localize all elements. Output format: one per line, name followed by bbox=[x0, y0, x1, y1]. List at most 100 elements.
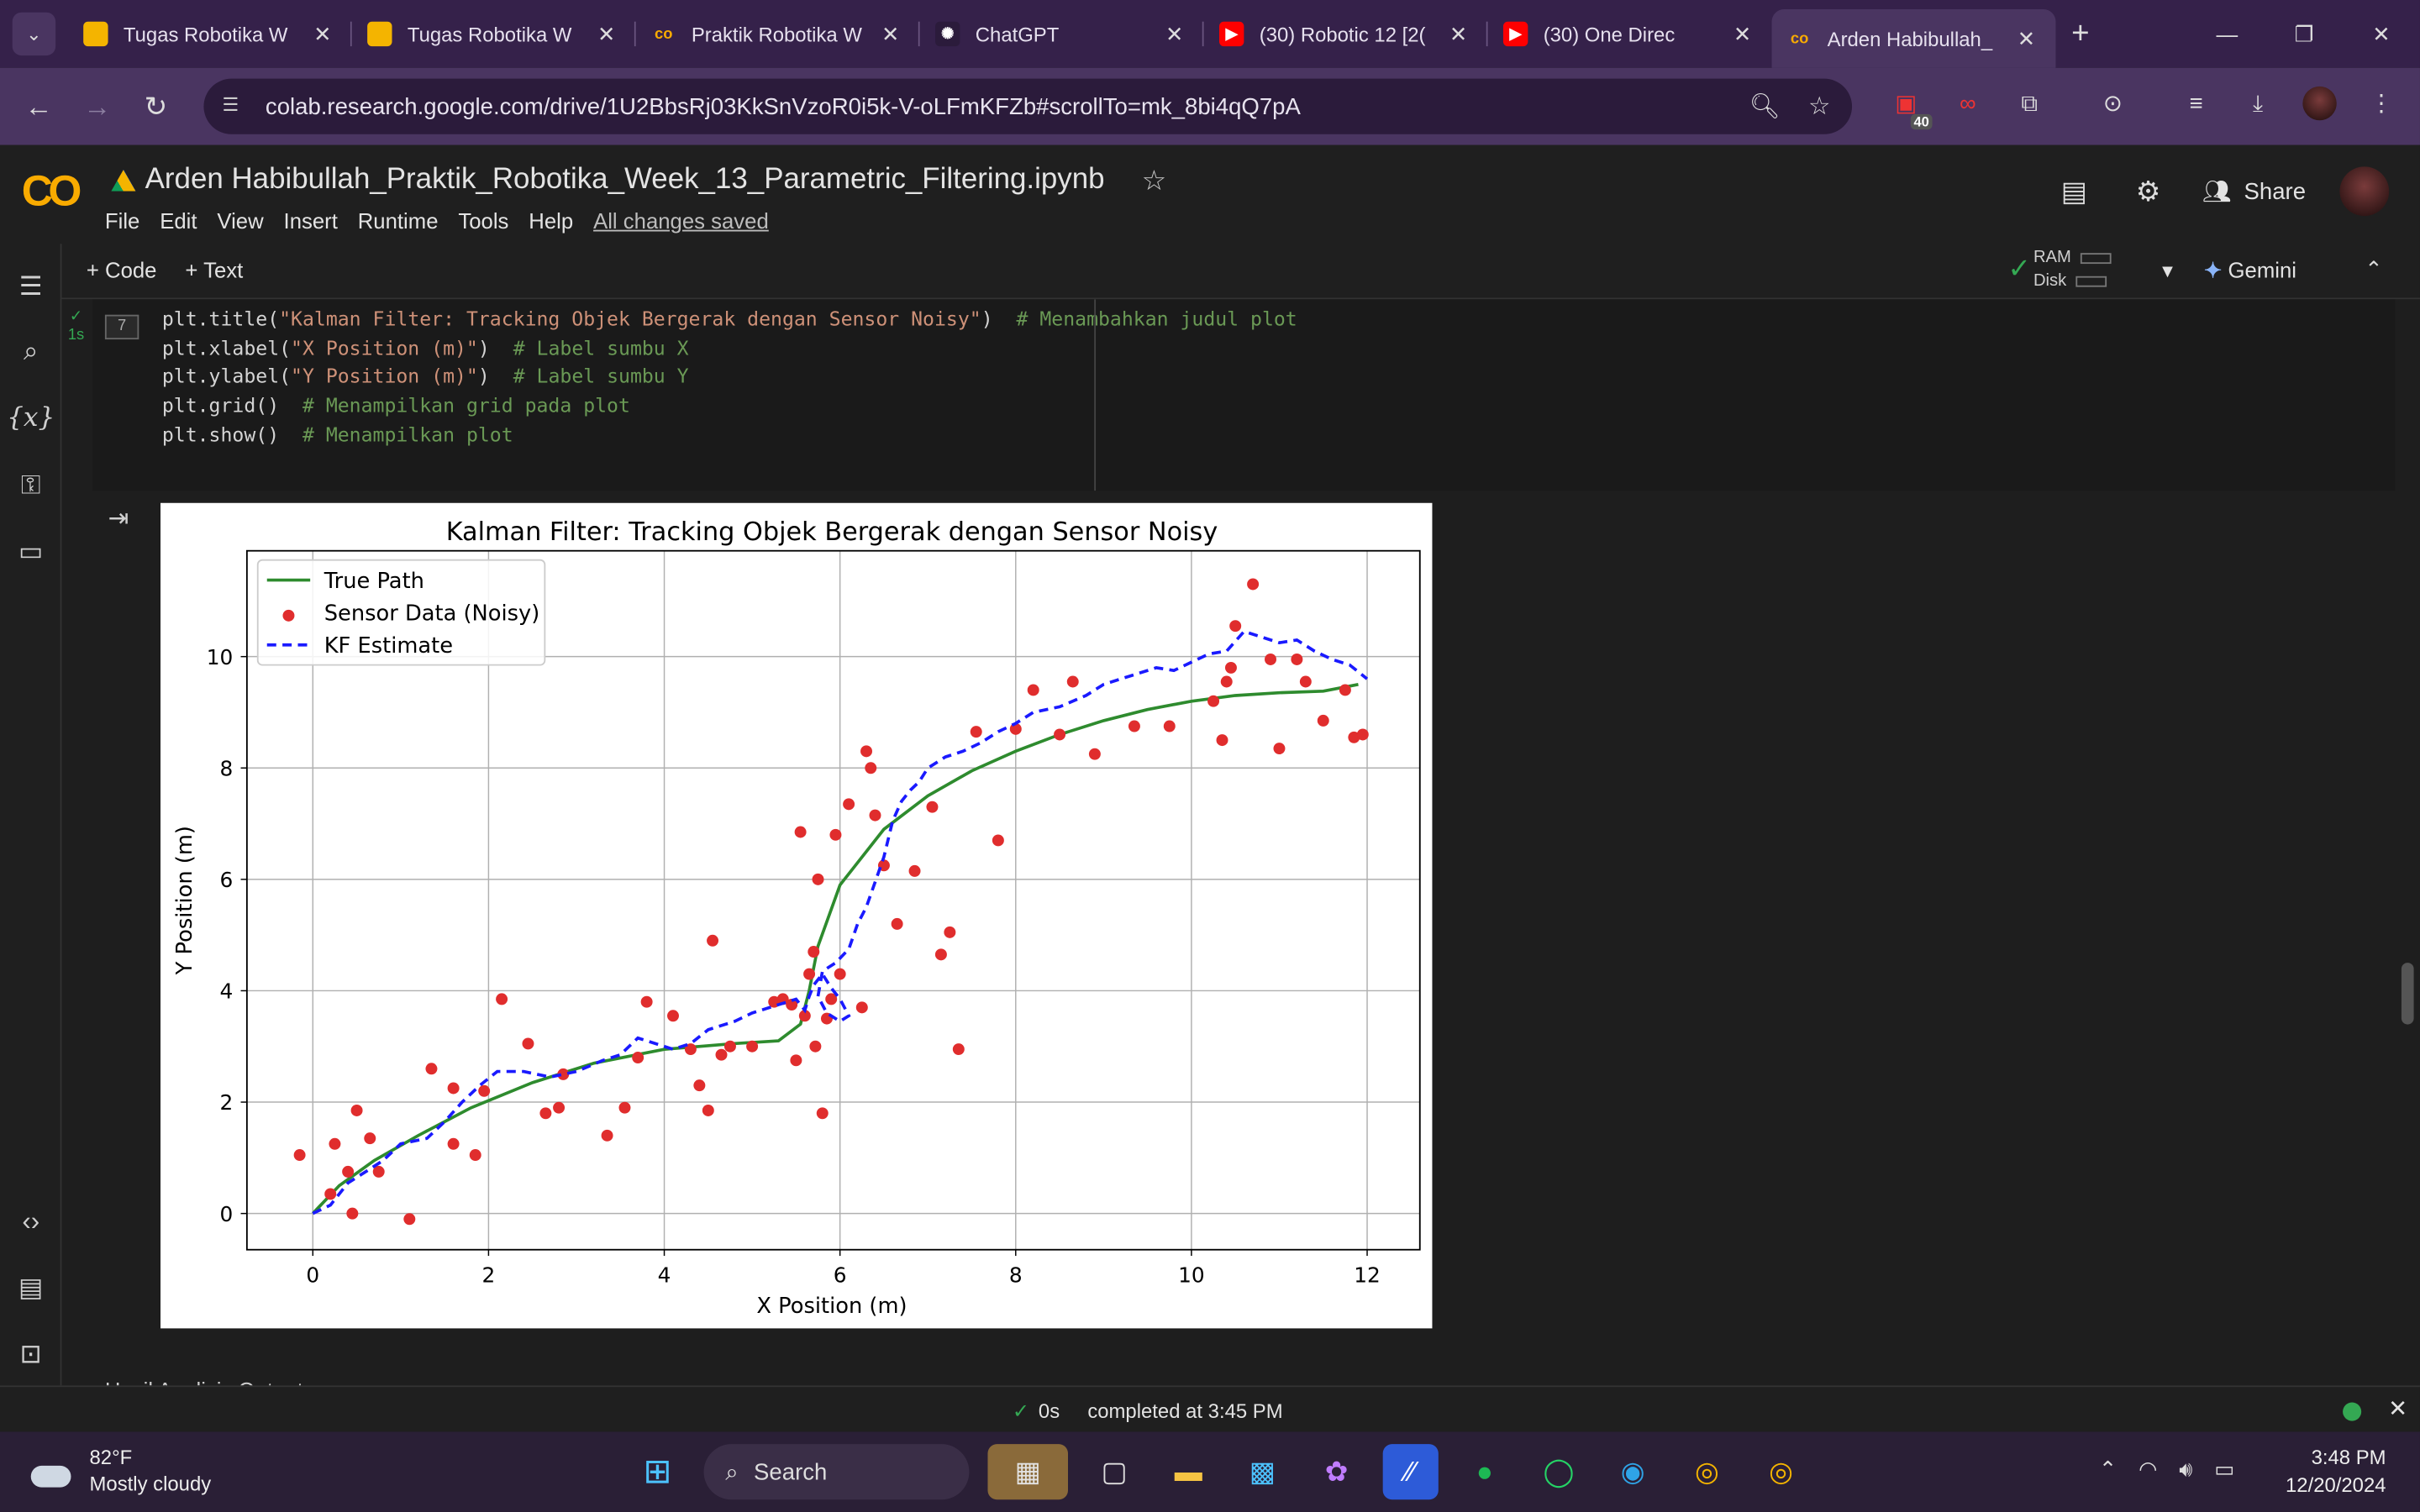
notebook-title-text[interactable]: Arden Habibullah_Praktik_Robotika_Week_1… bbox=[145, 163, 1105, 197]
code-editor[interactable]: plt.title("Kalman Filter: Tracking Objek… bbox=[162, 306, 1297, 450]
search-icon[interactable]: ⌕ bbox=[23, 336, 39, 366]
new-tab-button[interactable]: + bbox=[2071, 16, 2090, 50]
bookmark-star-icon[interactable]: ☆ bbox=[1807, 94, 1831, 121]
menu-view[interactable]: View bbox=[217, 207, 264, 234]
chrome-icon[interactable]: ◎ bbox=[1694, 1455, 1719, 1487]
scatter-point bbox=[1216, 734, 1228, 747]
gemini-button[interactable]: ✦ Gemini bbox=[2204, 258, 2296, 284]
execution-status-message[interactable]: ✓ 0s completed at 3:45 PM bbox=[1013, 1399, 1283, 1424]
star-notebook-icon[interactable]: ☆ bbox=[1141, 164, 1167, 196]
scatter-point bbox=[816, 1107, 829, 1120]
zoom-icon[interactable]: 🔍︎ bbox=[1749, 94, 1781, 121]
tray-chevron-icon[interactable]: ⌃ bbox=[2098, 1456, 2118, 1482]
user-avatar[interactable] bbox=[2339, 166, 2390, 217]
screenshot-icon[interactable]: ⊙ bbox=[2102, 91, 2123, 118]
variables-icon[interactable]: {x} bbox=[7, 402, 55, 434]
puzzle-extensions-icon[interactable]: ⧉ bbox=[2021, 90, 2039, 117]
microsoft-store-icon[interactable]: ▩ bbox=[1249, 1455, 1276, 1487]
share-button[interactable]: 👥︎ Share bbox=[2202, 177, 2306, 205]
code-cell[interactable]: ✓ 1s 7 plt.title("Kalman Filter: Tracking… bbox=[68, 299, 2396, 491]
reading-list-icon[interactable]: ≡ bbox=[2189, 90, 2203, 117]
scatter-point bbox=[1247, 578, 1260, 591]
reload-icon[interactable]: ↻ bbox=[144, 90, 168, 122]
browser-menu-icon[interactable]: ⋮ bbox=[2370, 91, 2393, 118]
menu-insert[interactable]: Insert bbox=[283, 207, 338, 234]
edge-icon[interactable]: ◉ bbox=[1620, 1455, 1645, 1487]
add-code-button[interactable]: + Code bbox=[86, 257, 157, 283]
tab-favicon-icon bbox=[367, 21, 392, 47]
battery-icon[interactable]: ▭ bbox=[2214, 1456, 2235, 1482]
minimize-icon[interactable]: — bbox=[2216, 21, 2238, 47]
restore-icon[interactable]: ❐ bbox=[2294, 20, 2314, 46]
colab-logo[interactable]: CO bbox=[21, 166, 82, 215]
scatter-point bbox=[557, 1068, 570, 1080]
close-tab-icon[interactable]: ✕ bbox=[2017, 25, 2036, 50]
downloads-icon[interactable]: ⤓ bbox=[2252, 90, 2264, 117]
close-status-icon[interactable]: ✕ bbox=[2388, 1396, 2408, 1423]
menu-file[interactable]: File bbox=[104, 207, 140, 234]
profile-avatar[interactable] bbox=[2302, 86, 2337, 121]
scrollbar-thumb[interactable] bbox=[2401, 963, 2414, 1025]
address-bar[interactable]: ☰ colab.research.google.com/drive/1U2Bbs… bbox=[203, 78, 1853, 134]
whatsapp-icon[interactable]: ◯ bbox=[1543, 1455, 1575, 1487]
browser-tab[interactable]: co Praktik Robotika W ✕ bbox=[636, 9, 920, 59]
browser-tab[interactable]: ✺ ChatGPT ✕ bbox=[920, 9, 1204, 59]
close-tab-icon[interactable]: ✕ bbox=[597, 20, 616, 46]
forward-arrow-icon[interactable]: → bbox=[83, 90, 112, 122]
clock[interactable]: 3:48 PM 12/20/2024 bbox=[2286, 1444, 2386, 1499]
extension-icon[interactable]: ▣ 40 bbox=[1889, 87, 1933, 130]
close-tab-icon[interactable]: ✕ bbox=[1165, 20, 1184, 46]
tab-search-chevron-icon[interactable]: ⌄ bbox=[12, 12, 56, 56]
wifi-icon[interactable]: ◠ bbox=[2139, 1456, 2158, 1482]
weather-widget[interactable]: 82°F Mostly cloudy bbox=[28, 1444, 211, 1496]
site-info-icon[interactable]: ☰ bbox=[222, 94, 239, 116]
windows-start-icon[interactable]: ⊞ bbox=[643, 1452, 672, 1491]
colab-extension-icon[interactable]: ∞ bbox=[1959, 90, 1976, 117]
command-palette-icon[interactable]: ▤ bbox=[18, 1273, 44, 1303]
close-window-icon[interactable]: ✕ bbox=[2372, 20, 2391, 46]
notebook-title[interactable]: Arden Habibullah_Praktik_Robotika_Week_1… bbox=[111, 164, 1166, 197]
close-tab-icon[interactable]: ✕ bbox=[881, 20, 900, 46]
browser-tab[interactable]: co Arden Habibullah_ ✕ bbox=[1771, 9, 2056, 68]
close-tab-icon[interactable]: ✕ bbox=[1733, 20, 1752, 46]
code-token-comment: # Label sumbu Y bbox=[489, 365, 689, 388]
menu-edit[interactable]: Edit bbox=[160, 207, 197, 234]
runtime-dropdown-icon[interactable]: ▾ bbox=[2162, 257, 2174, 283]
cell-execution-count[interactable]: 7 bbox=[104, 314, 139, 340]
copilot-icon[interactable]: ✿ bbox=[1324, 1455, 1349, 1487]
next-markdown-cell[interactable]: Hasil Analisis Output bbox=[105, 1378, 303, 1385]
browser-tab[interactable]: Tugas Robotika W ✕ bbox=[352, 9, 636, 59]
code-snippets-icon[interactable]: ‹› bbox=[22, 1206, 40, 1236]
widgets-icon[interactable]: ▦ bbox=[987, 1444, 1068, 1500]
collapse-header-icon[interactable]: ⌃ bbox=[2365, 255, 2383, 281]
browser-tab[interactable]: ▶ (30) One Direc ✕ bbox=[1488, 9, 1772, 59]
back-arrow-icon[interactable]: ← bbox=[24, 90, 53, 122]
file-explorer-icon[interactable]: ▬ bbox=[1174, 1455, 1202, 1487]
add-text-button[interactable]: + Text bbox=[185, 257, 244, 283]
menu-help[interactable]: Help bbox=[529, 207, 574, 234]
volume-icon[interactable]: 🔊︎ bbox=[2179, 1456, 2193, 1482]
close-tab-icon[interactable]: ✕ bbox=[313, 20, 332, 46]
menu-tools[interactable]: Tools bbox=[458, 207, 509, 234]
scatter-point bbox=[825, 993, 838, 1005]
app-icon[interactable]: ⁄⁄ bbox=[1382, 1444, 1439, 1500]
y-tick-label: 10 bbox=[207, 645, 234, 669]
menu-runtime[interactable]: Runtime bbox=[357, 207, 439, 234]
close-tab-icon[interactable]: ✕ bbox=[1449, 20, 1468, 46]
output-toggle-icon[interactable]: ⇥ bbox=[108, 506, 129, 533]
scatter-point bbox=[1317, 714, 1329, 727]
chrome-profile-icon[interactable]: ◎ bbox=[1769, 1455, 1793, 1487]
save-status[interactable]: All changes saved bbox=[593, 207, 769, 234]
taskbar-search[interactable]: ⌕ Search bbox=[703, 1444, 970, 1500]
browser-tab[interactable]: ▶ (30) Robotic 12 [2(✕ bbox=[1204, 9, 1488, 59]
resource-monitor[interactable]: RAM Disk bbox=[2033, 247, 2112, 293]
secrets-key-icon[interactable]: ⚿ bbox=[20, 470, 41, 501]
browser-tab[interactable]: Tugas Robotika W ✕ bbox=[68, 9, 352, 59]
comment-icon[interactable]: ▤ bbox=[2060, 175, 2087, 207]
table-of-contents-icon[interactable]: ☰ bbox=[18, 271, 43, 302]
files-folder-icon[interactable]: ▭ bbox=[18, 537, 44, 567]
settings-gear-icon[interactable]: ⚙ bbox=[2135, 175, 2161, 207]
spotify-icon[interactable]: ● bbox=[1476, 1455, 1493, 1487]
terminal-icon[interactable]: ⊡ bbox=[19, 1339, 42, 1369]
task-view-icon[interactable]: ▢ bbox=[1101, 1455, 1128, 1487]
